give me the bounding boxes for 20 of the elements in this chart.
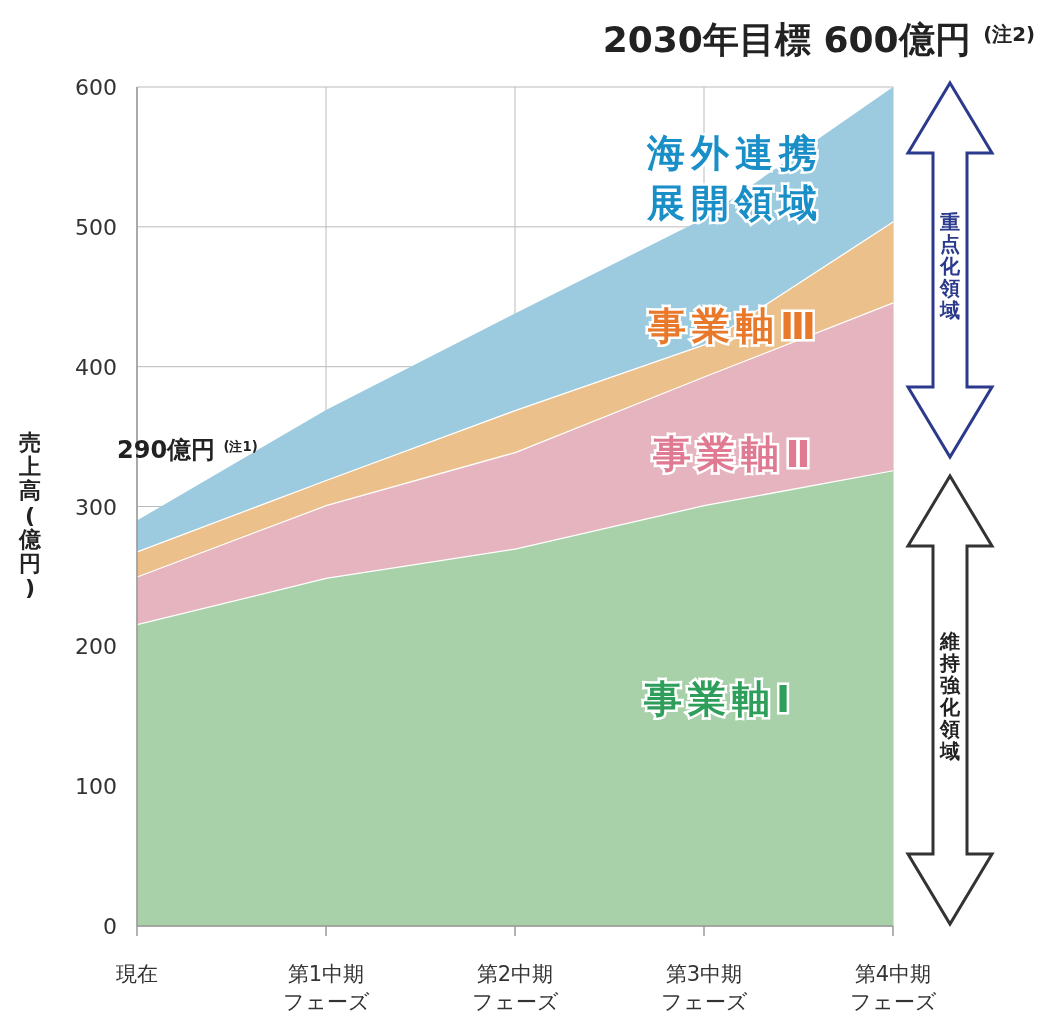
x-tick-label: 第3中期フェーズ xyxy=(660,962,748,1014)
series-label: 事業軸Ⅲ xyxy=(647,304,822,348)
x-tick-label: 第1中期フェーズ xyxy=(282,962,370,1014)
y-tick-label: 400 xyxy=(75,354,117,380)
text: 重点化領域 xyxy=(939,210,961,322)
x-tick-label: 第2中期フェーズ xyxy=(471,962,559,1014)
text: 維持強化領域 xyxy=(939,629,961,763)
y-tick-label: 600 xyxy=(75,75,117,100)
y-tick-label: 100 xyxy=(75,774,117,800)
x-tick-label: 現在 xyxy=(116,962,158,986)
series-label: 事業軸Ⅱ xyxy=(652,432,817,476)
x-tick-label: 第4中期フェーズ xyxy=(849,962,937,1014)
y-tick-label: 300 xyxy=(75,494,117,520)
y-tick-label: 500 xyxy=(75,214,117,240)
series-label: 事業軸Ⅰ xyxy=(642,677,797,721)
chart-title: 2030年目標 600億円 $^{(注2)}$ xyxy=(602,19,1035,60)
y-axis-title: 売上高(億円) xyxy=(18,430,42,601)
y-tick-label: 200 xyxy=(75,634,117,660)
annotation: 290億円 $^{(注1)}$ xyxy=(117,436,258,465)
y-tick-label: 0 xyxy=(103,914,117,939)
